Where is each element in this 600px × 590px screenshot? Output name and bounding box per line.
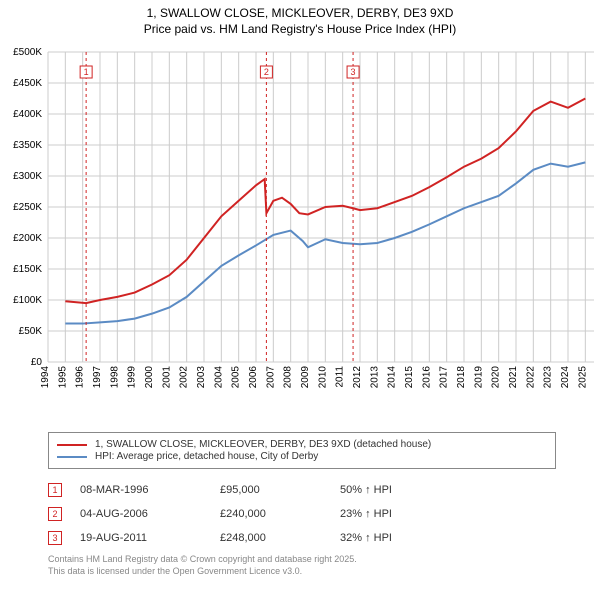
svg-text:2021: 2021 — [508, 366, 519, 389]
footer-line2: This data is licensed under the Open Gov… — [48, 566, 357, 578]
svg-text:£450K: £450K — [13, 78, 42, 89]
legend-label-hpi: HPI: Average price, detached house, City… — [95, 451, 318, 462]
event-price-1: £95,000 — [220, 484, 340, 496]
event-date-3: 19-AUG-2011 — [80, 532, 220, 544]
svg-text:2: 2 — [264, 67, 269, 77]
svg-text:2009: 2009 — [300, 366, 311, 389]
event-marker-1: 1 — [48, 483, 62, 497]
svg-text:1994: 1994 — [40, 366, 51, 389]
svg-text:1995: 1995 — [57, 366, 68, 389]
svg-text:2024: 2024 — [560, 366, 571, 389]
svg-text:£200K: £200K — [13, 233, 42, 244]
svg-text:£250K: £250K — [13, 202, 42, 213]
svg-text:2020: 2020 — [491, 366, 502, 389]
event-pct-1: 50% ↑ HPI — [340, 484, 460, 496]
event-table: 1 08-MAR-1996 £95,000 50% ↑ HPI 2 04-AUG… — [48, 478, 460, 550]
event-price-2: £240,000 — [220, 508, 340, 520]
svg-text:2012: 2012 — [352, 366, 363, 389]
svg-text:1999: 1999 — [127, 366, 138, 389]
event-row-2: 2 04-AUG-2006 £240,000 23% ↑ HPI — [48, 502, 460, 526]
svg-text:2022: 2022 — [525, 366, 536, 389]
title-line1: 1, SWALLOW CLOSE, MICKLEOVER, DERBY, DE3… — [0, 6, 600, 22]
svg-text:2023: 2023 — [543, 366, 554, 389]
event-date-2: 04-AUG-2006 — [80, 508, 220, 520]
legend-swatch-hpi — [57, 456, 87, 458]
svg-text:£500K: £500K — [13, 47, 42, 58]
svg-text:£350K: £350K — [13, 140, 42, 151]
event-row-1: 1 08-MAR-1996 £95,000 50% ↑ HPI — [48, 478, 460, 502]
svg-text:2004: 2004 — [213, 366, 224, 389]
chart-svg: £0£50K£100K£150K£200K£250K£300K£350K£400… — [0, 42, 600, 400]
svg-text:2001: 2001 — [161, 366, 172, 389]
svg-text:2010: 2010 — [317, 366, 328, 389]
svg-text:2002: 2002 — [179, 366, 190, 389]
svg-text:2016: 2016 — [421, 366, 432, 389]
svg-text:£50K: £50K — [19, 326, 43, 337]
svg-text:1997: 1997 — [92, 366, 103, 389]
svg-text:1998: 1998 — [109, 366, 120, 389]
svg-text:2025: 2025 — [577, 366, 588, 389]
chart-container: 1, SWALLOW CLOSE, MICKLEOVER, DERBY, DE3… — [0, 0, 600, 590]
svg-text:2006: 2006 — [248, 366, 259, 389]
footer: Contains HM Land Registry data © Crown c… — [48, 554, 357, 577]
event-row-3: 3 19-AUG-2011 £248,000 32% ↑ HPI — [48, 526, 460, 550]
title-line2: Price paid vs. HM Land Registry's House … — [0, 22, 600, 38]
svg-text:£300K: £300K — [13, 171, 42, 182]
event-price-3: £248,000 — [220, 532, 340, 544]
svg-text:2011: 2011 — [335, 366, 346, 388]
svg-text:2007: 2007 — [265, 366, 276, 389]
svg-text:2000: 2000 — [144, 366, 155, 389]
legend-swatch-property — [57, 444, 87, 446]
event-date-1: 08-MAR-1996 — [80, 484, 220, 496]
legend-box: 1, SWALLOW CLOSE, MICKLEOVER, DERBY, DE3… — [48, 432, 556, 469]
svg-text:2019: 2019 — [473, 366, 484, 389]
svg-text:3: 3 — [351, 67, 356, 77]
svg-text:2015: 2015 — [404, 366, 415, 389]
chart-area: £0£50K£100K£150K£200K£250K£300K£350K£400… — [0, 42, 600, 400]
svg-text:1: 1 — [84, 67, 89, 77]
event-marker-2: 2 — [48, 507, 62, 521]
svg-text:£150K: £150K — [13, 264, 42, 275]
svg-text:2008: 2008 — [283, 366, 294, 389]
event-pct-2: 23% ↑ HPI — [340, 508, 460, 520]
event-marker-3: 3 — [48, 531, 62, 545]
svg-text:2018: 2018 — [456, 366, 467, 389]
svg-text:2017: 2017 — [439, 366, 450, 389]
legend-label-property: 1, SWALLOW CLOSE, MICKLEOVER, DERBY, DE3… — [95, 439, 431, 450]
svg-text:2005: 2005 — [231, 366, 242, 389]
svg-text:2014: 2014 — [387, 366, 398, 389]
svg-text:2013: 2013 — [369, 366, 380, 389]
svg-text:2003: 2003 — [196, 366, 207, 389]
legend-row-property: 1, SWALLOW CLOSE, MICKLEOVER, DERBY, DE3… — [57, 439, 547, 450]
svg-text:£400K: £400K — [13, 109, 42, 120]
svg-text:£100K: £100K — [13, 295, 42, 306]
footer-line1: Contains HM Land Registry data © Crown c… — [48, 554, 357, 566]
title-block: 1, SWALLOW CLOSE, MICKLEOVER, DERBY, DE3… — [0, 0, 600, 37]
svg-text:1996: 1996 — [75, 366, 86, 389]
legend-row-hpi: HPI: Average price, detached house, City… — [57, 451, 547, 462]
event-pct-3: 32% ↑ HPI — [340, 532, 460, 544]
